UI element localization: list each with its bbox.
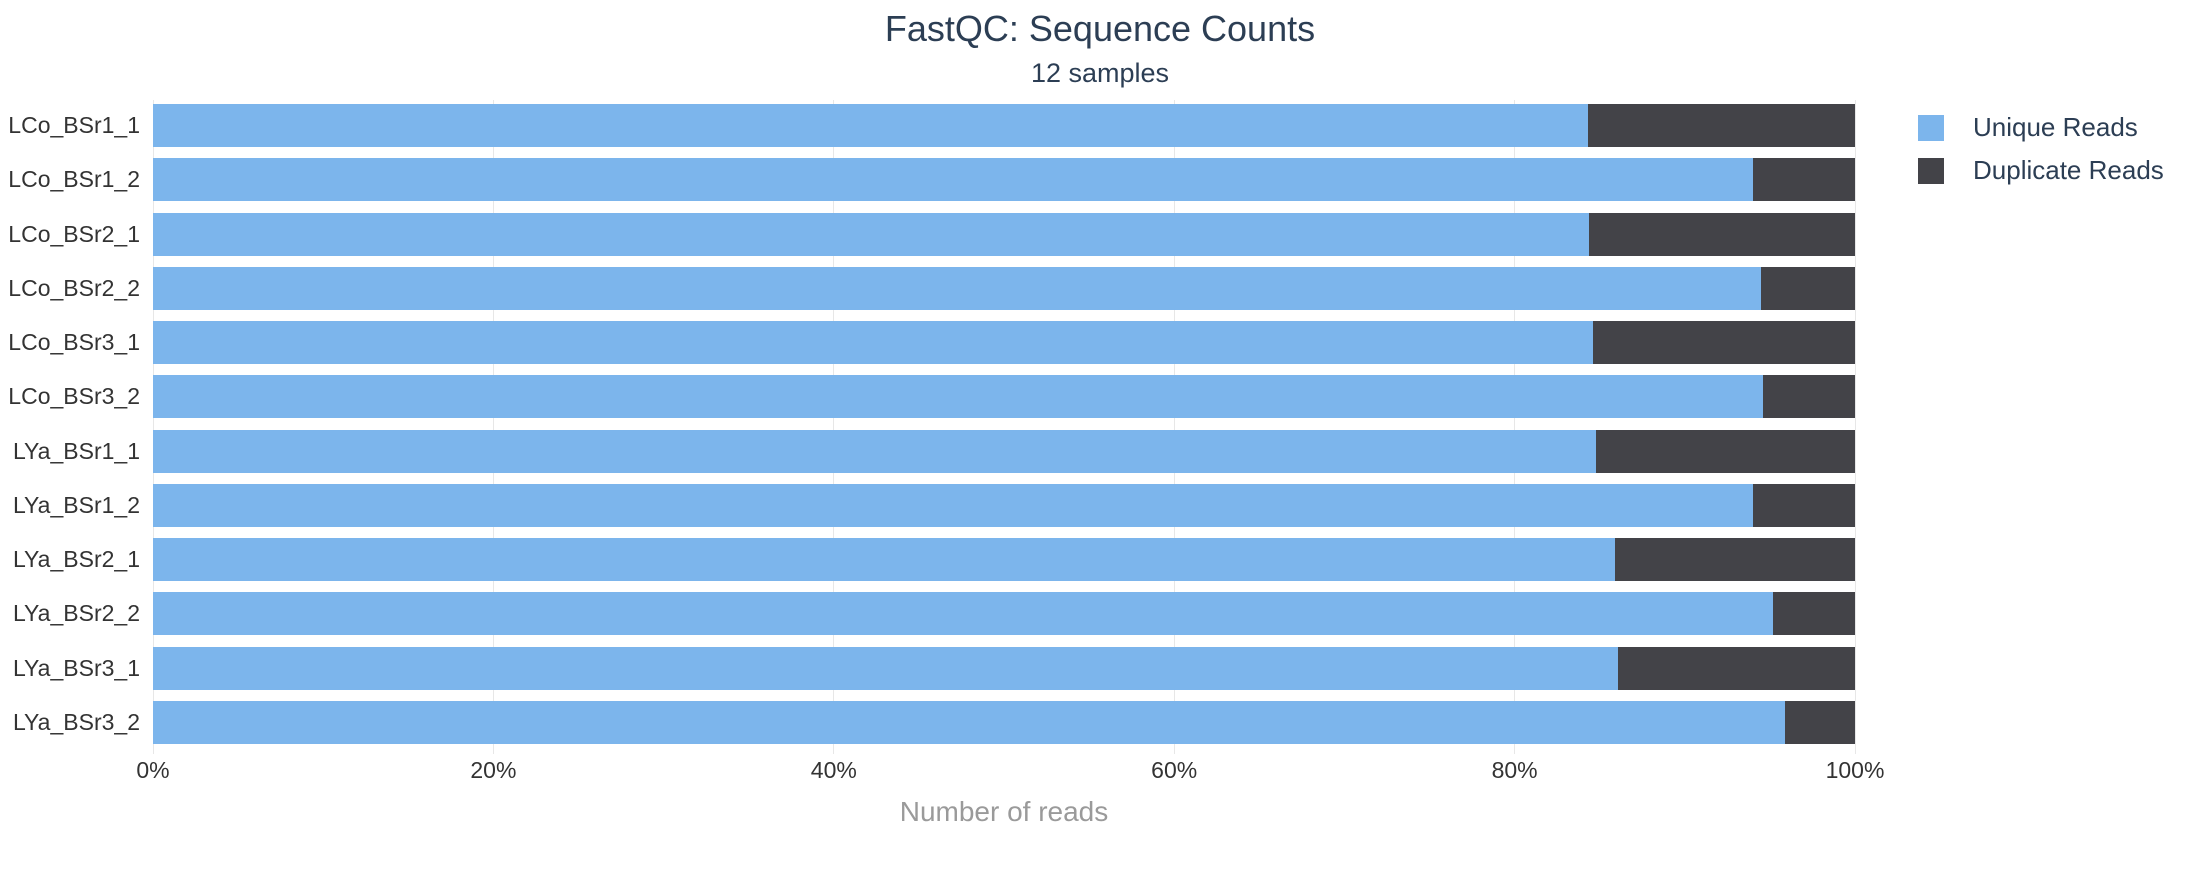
unique-reads-bar-segment[interactable] [153, 538, 1616, 581]
legend-label: Unique Reads [1973, 112, 2138, 142]
x-tick-label: 40% [810, 757, 857, 783]
sample-label: LYa_BSr3_2 [12, 709, 140, 735]
duplicate-reads-bar-segment[interactable] [1596, 430, 1855, 473]
unique-reads-bar-segment[interactable] [153, 647, 1619, 690]
sample-label: LYa_BSr2_1 [12, 546, 140, 572]
bar-row [153, 430, 1855, 473]
duplicate-reads-bar-segment[interactable] [1763, 375, 1855, 418]
unique-reads-bar-segment[interactable] [153, 701, 1786, 744]
duplicate-reads-bar-segment[interactable] [1615, 538, 1855, 581]
x-tick-label: 0% [136, 757, 170, 783]
sample-label: LCo_BSr2_1 [8, 221, 140, 247]
bar-row [153, 213, 1855, 256]
sample-label: LYa_BSr3_1 [12, 655, 140, 681]
sample-label: LCo_BSr3_1 [8, 329, 140, 355]
unique-reads-bar-segment[interactable] [153, 321, 1593, 364]
bar-row [153, 321, 1855, 364]
chart-title: FastQC: Sequence Counts [884, 8, 1316, 49]
duplicate-reads-bar-segment[interactable] [1589, 213, 1855, 256]
bar-row [153, 701, 1855, 744]
duplicate-reads-bar-segment[interactable] [1761, 267, 1855, 310]
y-axis-labels: LCo_BSr1_1 LCo_BSr1_2 LCo_BSr2_1 LCo_BSr2_2… [0, 100, 140, 748]
duplicate-reads-bar-segment[interactable] [1785, 701, 1855, 744]
unique-reads-bar-segment[interactable] [153, 267, 1762, 310]
x-tick-label: 80% [1491, 757, 1538, 783]
legend: Unique Reads Duplicate Reads [1918, 112, 2164, 186]
unique-reads-bar-segment[interactable] [153, 592, 1774, 635]
duplicate-reads-bar-segment[interactable] [1752, 158, 1855, 201]
x-axis-ticks: 0% 20% 40% 60% 80% 100% [136, 757, 1884, 787]
bar-row [153, 647, 1855, 690]
unique-reads-bar-segment[interactable] [153, 430, 1597, 473]
duplicate-reads-bar-segment[interactable] [1773, 592, 1855, 635]
bar-row [153, 158, 1855, 201]
unique-reads-bar-segment[interactable] [153, 104, 1588, 147]
legend-swatch-icon [1918, 157, 1944, 184]
bar-row [153, 484, 1855, 527]
unique-reads-bar-segment[interactable] [153, 484, 1753, 527]
unique-reads-bar-segment[interactable] [153, 375, 1764, 418]
bar-row [153, 538, 1855, 581]
plot-area [152, 100, 1856, 754]
x-axis-title: Number of reads [899, 796, 1109, 827]
bar-row [153, 104, 1855, 147]
unique-reads-bar-segment[interactable] [153, 213, 1590, 256]
gridline [492, 100, 494, 754]
bar-row [153, 375, 1855, 418]
duplicate-reads-bar-segment[interactable] [1752, 484, 1855, 527]
legend-item[interactable]: Unique Reads [1918, 112, 2164, 143]
chart-subtitle: 12 samples [1030, 58, 1170, 88]
bar-row [153, 592, 1855, 635]
gridline [1173, 100, 1175, 754]
bar-row [153, 267, 1855, 310]
gridline [1854, 100, 1856, 754]
sample-label: LYa_BSr1_1 [12, 438, 140, 464]
x-tick-label: 20% [470, 757, 517, 783]
duplicate-reads-bar-segment[interactable] [1618, 647, 1855, 690]
gridline [1514, 100, 1516, 754]
gridline [152, 100, 154, 754]
sample-label: LCo_BSr1_2 [8, 166, 140, 192]
legend-swatch-icon [1918, 114, 1944, 141]
legend-label: Duplicate Reads [1973, 155, 2164, 185]
legend-item[interactable]: Duplicate Reads [1918, 155, 2164, 186]
duplicate-reads-bar-segment[interactable] [1592, 321, 1855, 364]
duplicate-reads-bar-segment[interactable] [1587, 104, 1855, 147]
sample-label: LYa_BSr2_2 [12, 600, 140, 626]
sample-label: LYa_BSr1_2 [12, 492, 140, 518]
unique-reads-bar-segment[interactable] [153, 158, 1753, 201]
gridline [833, 100, 835, 754]
x-tick-label: 100% [1825, 757, 1885, 783]
sample-label: LCo_BSr3_2 [8, 383, 140, 409]
sample-label: LCo_BSr1_1 [8, 112, 140, 138]
x-tick-label: 60% [1151, 757, 1198, 783]
sample-label: LCo_BSr2_2 [8, 275, 140, 301]
